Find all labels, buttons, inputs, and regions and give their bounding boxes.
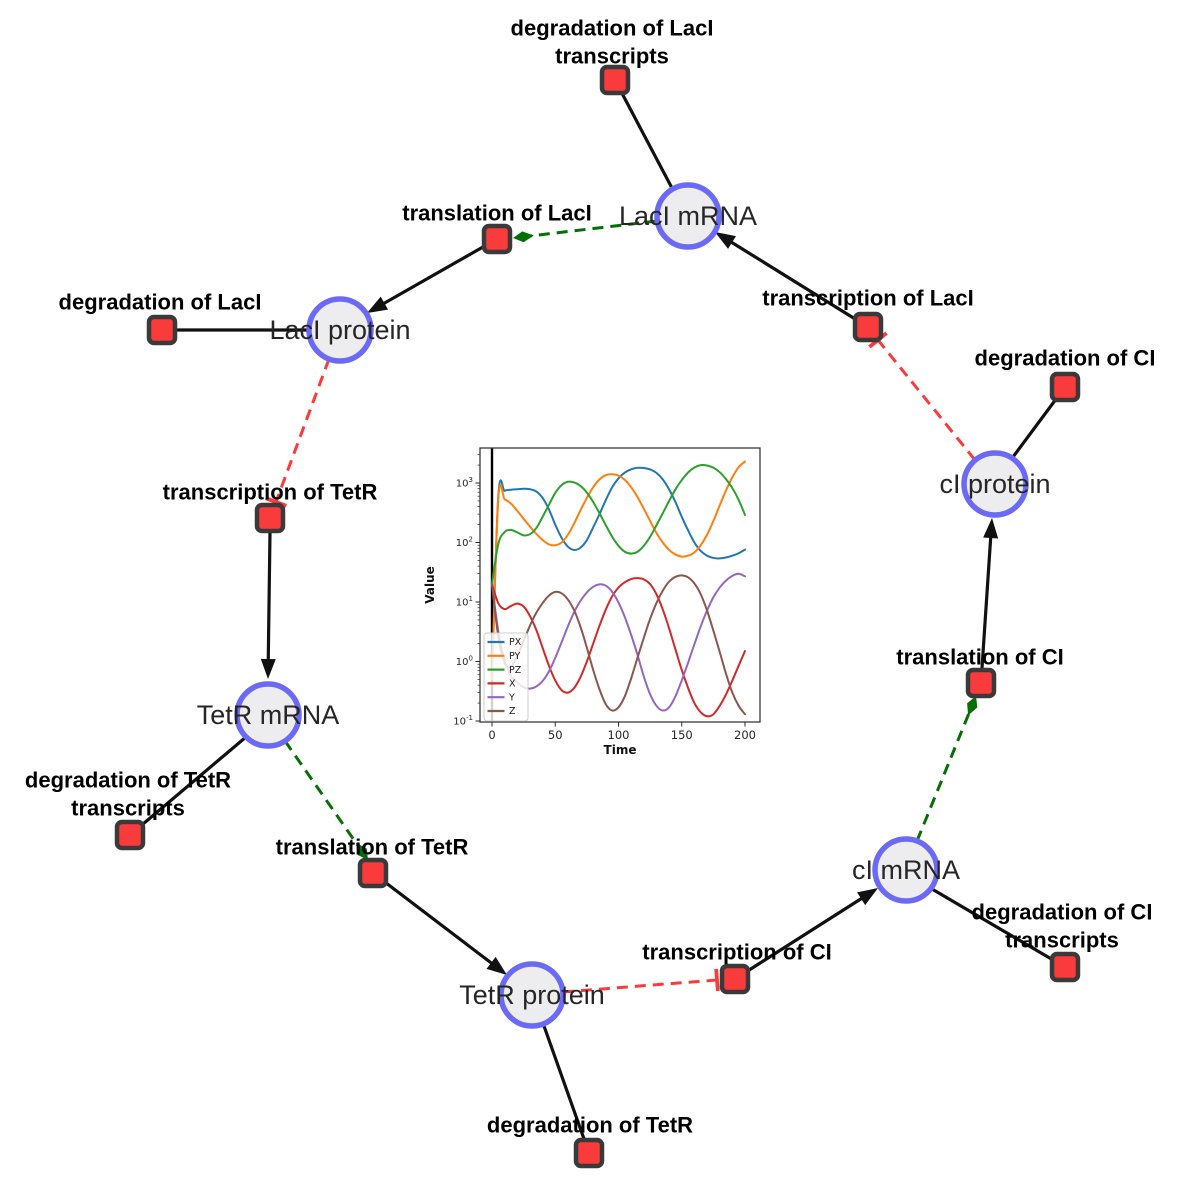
reaction-label-degradation-of-ci: degradation of CI [975,346,1156,371]
x-tick-label: 200 [734,728,756,742]
reaction-edge [378,237,498,308]
species-label-laci-mrna: LacI mRNA [619,201,757,231]
y-tick-label: 100 [456,655,473,669]
series-curve-Y [491,572,746,712]
species-node-tetr-mrna [234,681,302,749]
y-tick-label: 101 [456,595,473,609]
arrowhead-icon [983,518,999,539]
arrowhead-icon [857,888,878,906]
series-curve-Z [491,574,746,716]
reaction-node-translation-of-ci [965,667,997,699]
reaction-label-transcription-of-laci: transcription of LacI [762,286,973,311]
reaction-edge [372,871,497,968]
reaction-node-degradation-of-tetr-transcripts [114,819,146,851]
reaction-label-degradation-of-tetr: degradation of TetR [487,1113,693,1138]
x-tick-label: 100 [608,728,630,742]
arrowhead-icon [486,956,507,975]
arrowhead-icon [367,296,389,313]
reaction-edge [734,894,868,981]
reaction-node-degradation-of-ci [1049,371,1081,403]
edge-layer [128,79,1067,1154]
x-tick-label: 50 [548,728,563,742]
series-curve-PZ [491,463,746,586]
reaction-label-translation-of-laci: translation of LacI [402,201,591,226]
series-layer [491,460,746,718]
reaction-node-translation-of-tetr [357,857,389,889]
y-tick-label: 103 [456,476,473,490]
reaction-edge [979,531,993,684]
reaction-label-transcription-of-tetr: transcription of TetR [163,480,378,505]
inhibition-tbar-icon [714,968,720,992]
reaction-node-transcription-of-laci [852,311,884,343]
series-curve-X [491,577,746,718]
species-node-ci-protein [961,450,1029,518]
reaction-label-translation-of-ci: translation of CI [896,645,1063,670]
reaction-edge [726,238,869,329]
x-axis-title: Time [604,743,637,757]
species-label-ci-protein: cI protein [939,469,1050,499]
species-label-tetr-protein: TetR protein [459,980,605,1010]
diamond-arrowhead-icon [967,696,978,716]
y-tick-label: 10-1 [453,714,473,728]
reaction-edge [931,887,1066,969]
reaction-edge [128,735,248,837]
series-curve-PX [491,466,746,681]
reaction-edge [266,531,272,666]
x-tick-label: 150 [671,728,693,742]
reaction-node-transcription-of-tetr [254,502,286,534]
reaction-node-transcription-of-ci [719,963,751,995]
axes-box [479,447,761,723]
modifier-edge [528,219,658,238]
reaction-label-degradation-of-laci-transcripts: degradation of LacI transcripts [511,16,714,69]
species-label-laci-protein: LacI protein [269,315,410,345]
legend-box [483,632,529,722]
diamond-arrowhead-icon [355,842,368,860]
arrowhead-icon [260,658,276,679]
reaction-node-degradation-of-laci [146,314,178,346]
diamond-arrowhead-icon [513,231,534,243]
legend-label-X: X [509,679,516,690]
y-axis-title: Value [423,566,437,604]
reaction-edge [613,79,675,191]
inhibition-tbar-icon [265,496,287,508]
legend-label-Z: Z [509,706,516,717]
reaction-node-translation-of-laci [481,223,513,255]
inhibition-edge [562,978,718,994]
reaction-node-degradation-of-laci-transcripts [599,64,631,96]
label-layer: LacI mRNA LacI protein TetR mRNA TetR prote… [25,16,1156,1138]
legend-label-Y: Y [508,692,515,703]
legend-label-PY: PY [509,651,521,662]
chart-background [420,433,785,768]
x-tick-label: 0 [488,728,495,742]
inhibition-edge [876,339,977,461]
reaction-label-degradation-of-tetr-transcripts: degradation of TetR transcripts [25,768,231,821]
reaction-edge [542,1025,591,1154]
reaction-node-degradation-of-tetr [573,1137,605,1169]
legend-label-PZ: PZ [509,665,522,676]
y-tick-label: 102 [456,536,473,550]
legend-label-PX: PX [509,637,522,648]
inhibition-edge [274,358,331,503]
species-label-ci-mrna: cI mRNA [852,855,960,885]
species-node-ci-mrna [872,836,940,904]
reaction-label-degradation-of-ci-transcripts: degradation of CI transcripts [972,900,1153,953]
reaction-label-transcription-of-ci: transcription of CI [642,940,831,965]
series-curve-PY [491,460,746,681]
modifier-edge [915,710,972,842]
species-label-tetr-mrna: TetR mRNA [197,700,340,730]
species-node-laci-protein [306,296,374,364]
node-layer [114,64,1081,1169]
reaction-label-translation-of-tetr: translation of TetR [276,835,469,860]
species-node-tetr-protein [498,961,566,1029]
tick-layer [475,454,746,727]
modifier-edge [283,740,361,848]
species-node-laci-mrna [654,182,722,250]
reaction-node-degradation-of-ci-transcripts [1049,951,1081,983]
chart-legend: PX PY PZ XYZ [483,632,529,722]
arrowhead-icon [715,232,736,249]
reaction-label-degradation-of-laci: degradation of LacI [59,290,262,315]
